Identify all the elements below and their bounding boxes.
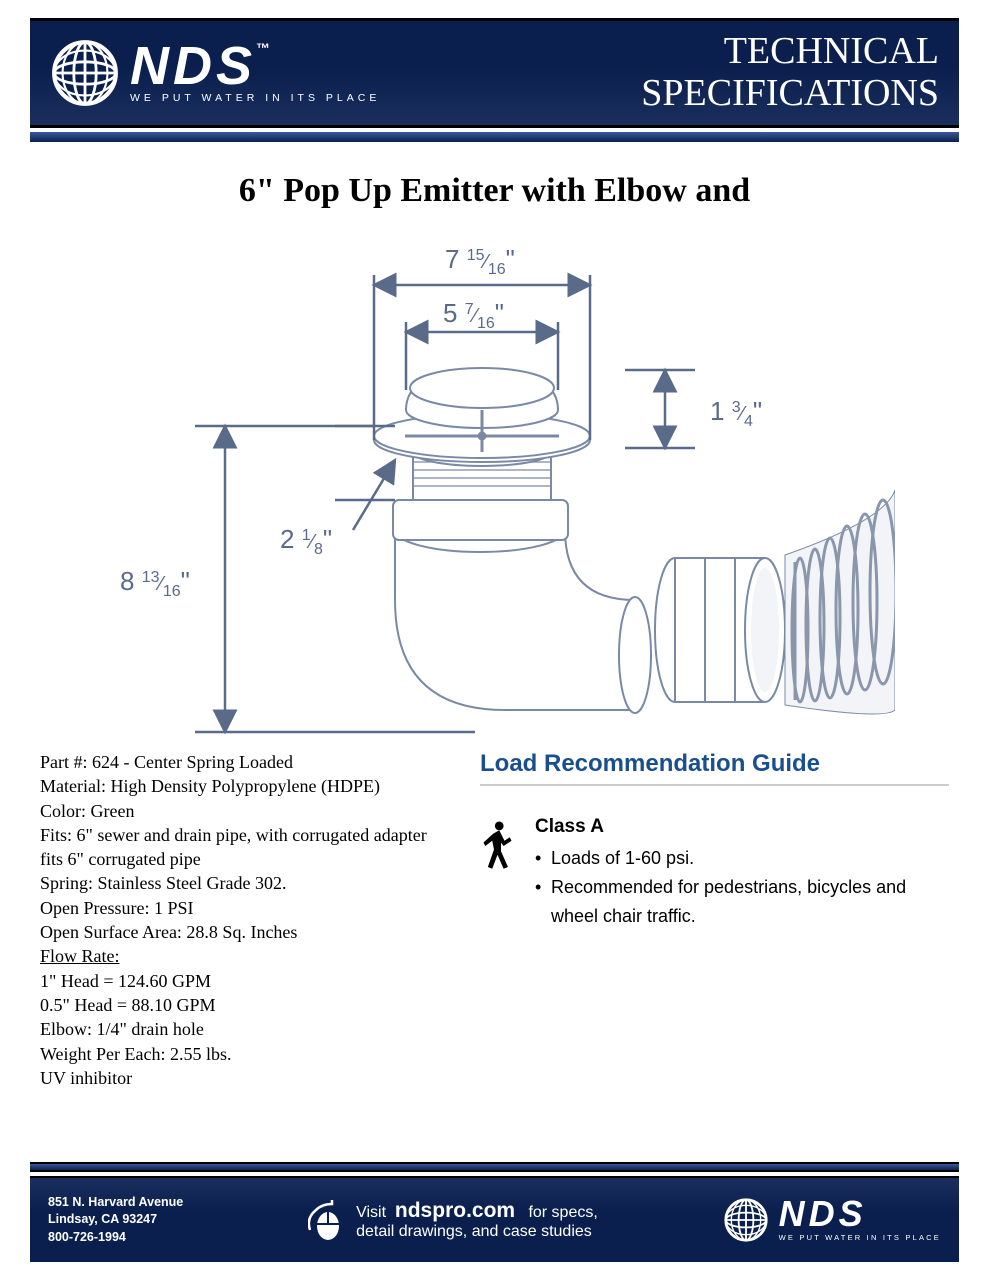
spec-part: Part #: 624 - Center Spring Loaded	[40, 750, 450, 774]
addr-line1: 851 N. Harvard Avenue	[48, 1194, 183, 1212]
header-title-line1: TECHNICAL	[641, 31, 939, 73]
spec-color: Color: Green	[40, 799, 450, 823]
diagram-svg: 7 15⁄16" 5 7⁄16" 1 3⁄4" 2 1⁄8" 8 13⁄16"	[95, 230, 895, 750]
spec-spring: Spring: Stainless Steel Grade 302.	[40, 871, 450, 895]
class-body: Class A Loads of 1-60 psi. Recommended f…	[535, 816, 949, 930]
logo-block: NDS™ WE PUT WATER IN ITS PLACE	[50, 38, 380, 108]
spec-fits2: fits 6" corrugated pipe	[40, 847, 450, 871]
load-guide-title: Load Recommendation Guide	[480, 750, 949, 786]
visit-text: Visit ndspro.com for specs, detail drawi…	[356, 1199, 598, 1241]
class-bullet-2: Recommended for pedestrians, bicycles an…	[535, 873, 949, 931]
logo-text: NDS™ WE PUT WATER IN ITS PLACE	[130, 42, 380, 105]
specs-block: Part #: 624 - Center Spring Loaded Mater…	[40, 750, 450, 1090]
spec-open-area: Open Surface Area: 28.8 Sq. Inches	[40, 920, 450, 944]
dim-rim-height: 2 1⁄8"	[280, 524, 332, 558]
addr-line2: Lindsay, CA 93247	[48, 1211, 183, 1229]
dim-cap-width: 5 7⁄16"	[443, 298, 504, 332]
spec-weight: Weight Per Each: 2.55 lbs.	[40, 1042, 450, 1066]
footer-bar: 851 N. Harvard Avenue Lindsay, CA 93247 …	[30, 1176, 959, 1262]
header-underline	[30, 132, 959, 142]
spec-elbow: Elbow: 1/4" drain hole	[40, 1017, 450, 1041]
brand-tagline: WE PUT WATER IN ITS PLACE	[130, 92, 380, 104]
corrugated-pipe	[785, 490, 895, 714]
spec-flow-label: Flow Rate:	[40, 944, 450, 968]
globe-icon	[50, 38, 120, 108]
class-row: Class A Loads of 1-60 psi. Recommended f…	[480, 816, 949, 930]
elbow-part	[393, 500, 651, 713]
spec-uv: UV inhibitor	[40, 1066, 450, 1090]
header-title-line2: SPECIFICATIONS	[641, 73, 939, 115]
corrugated-adapter	[655, 558, 785, 702]
page-title: 6" Pop Up Emitter with Elbow and	[0, 172, 989, 210]
diagram: 7 15⁄16" 5 7⁄16" 1 3⁄4" 2 1⁄8" 8 13⁄16"	[95, 230, 895, 750]
footer-address: 851 N. Harvard Avenue Lindsay, CA 93247 …	[48, 1194, 183, 1247]
class-bullet-1: Loads of 1-60 psi.	[535, 844, 949, 873]
load-guide: Load Recommendation Guide Class A Loads …	[480, 750, 949, 1090]
pedestrian-icon	[480, 816, 515, 876]
footer: 851 N. Harvard Avenue Lindsay, CA 93247 …	[30, 1162, 959, 1262]
footer-logo: NDS WE PUT WATER IN ITS PLACE	[723, 1197, 941, 1243]
footer-visit: Visit ndspro.com for specs, detail drawi…	[308, 1199, 598, 1241]
footer-tagline: WE PUT WATER IN ITS PLACE	[779, 1233, 941, 1242]
spec-material: Material: High Density Polypropylene (HD…	[40, 774, 450, 798]
globe-icon	[723, 1197, 769, 1243]
spec-flow1: 1" Head = 124.60 GPM	[40, 969, 450, 993]
header: NDS™ WE PUT WATER IN ITS PLACE TECHNICAL…	[0, 0, 989, 142]
footer-brand: NDS	[779, 1193, 867, 1234]
class-label: Class A	[535, 816, 604, 837]
mouse-icon	[308, 1200, 342, 1240]
dim-cap-height: 1 3⁄4"	[710, 396, 762, 430]
dim-outer-width: 7 15⁄16"	[445, 244, 515, 278]
footer-top-bar	[30, 1162, 959, 1172]
dim-overall-height: 8 13⁄16"	[120, 566, 190, 600]
lower-section: Part #: 624 - Center Spring Loaded Mater…	[0, 750, 989, 1090]
spec-fits1: Fits: 6" sewer and drain pipe, with corr…	[40, 823, 450, 847]
brand-name: NDS™	[130, 42, 380, 91]
header-bar: NDS™ WE PUT WATER IN ITS PLACE TECHNICAL…	[30, 18, 959, 128]
addr-phone: 800-726-1994	[48, 1229, 183, 1247]
spec-flow2: 0.5" Head = 88.10 GPM	[40, 993, 450, 1017]
header-title: TECHNICAL SPECIFICATIONS	[641, 31, 939, 115]
spec-open-pressure: Open Pressure: 1 PSI	[40, 896, 450, 920]
